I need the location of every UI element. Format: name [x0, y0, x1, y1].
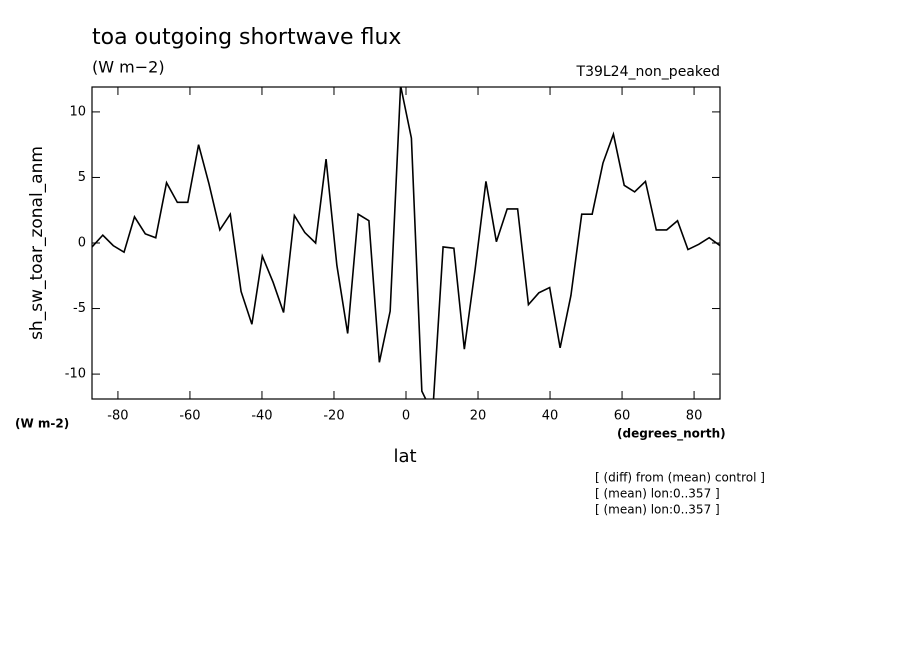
x-tick-label: -40: [251, 409, 272, 424]
note: [ (mean) lon:0..357 ]: [595, 487, 720, 501]
note: [ (mean) lon:0..357 ]: [595, 503, 720, 517]
y-tick-label: -10: [65, 367, 86, 382]
y-tick-label: -5: [73, 301, 86, 316]
x-units: (degrees_north): [617, 427, 726, 442]
x-tick-label: -60: [179, 409, 200, 424]
note: [ (diff) from (mean) control ]: [595, 471, 765, 485]
run-label: T39L24_non_peaked: [576, 64, 720, 80]
y-tick-label: 5: [78, 170, 86, 185]
y-tick-label: 0: [78, 236, 86, 251]
x-tick-label: 0: [402, 409, 410, 424]
units: (W m−2): [92, 58, 165, 77]
x-tick-label: 20: [470, 409, 487, 424]
x-tick-label: -20: [323, 409, 344, 424]
x-tick-label: 80: [686, 409, 703, 424]
x-tick-label: 60: [614, 409, 631, 424]
y-tick-label: 10: [69, 104, 86, 119]
data-line: [92, 87, 720, 399]
x-axis-label: lat: [393, 446, 416, 467]
y-units: (W m-2): [15, 417, 69, 431]
x-tick-label: -80: [107, 409, 128, 424]
y-axis-label: sh_sw_toar_zonal_anm: [27, 146, 47, 340]
plot-frame: [91, 86, 721, 400]
chart-title: toa outgoing shortwave flux: [92, 25, 401, 50]
x-tick-label: 40: [542, 409, 559, 424]
